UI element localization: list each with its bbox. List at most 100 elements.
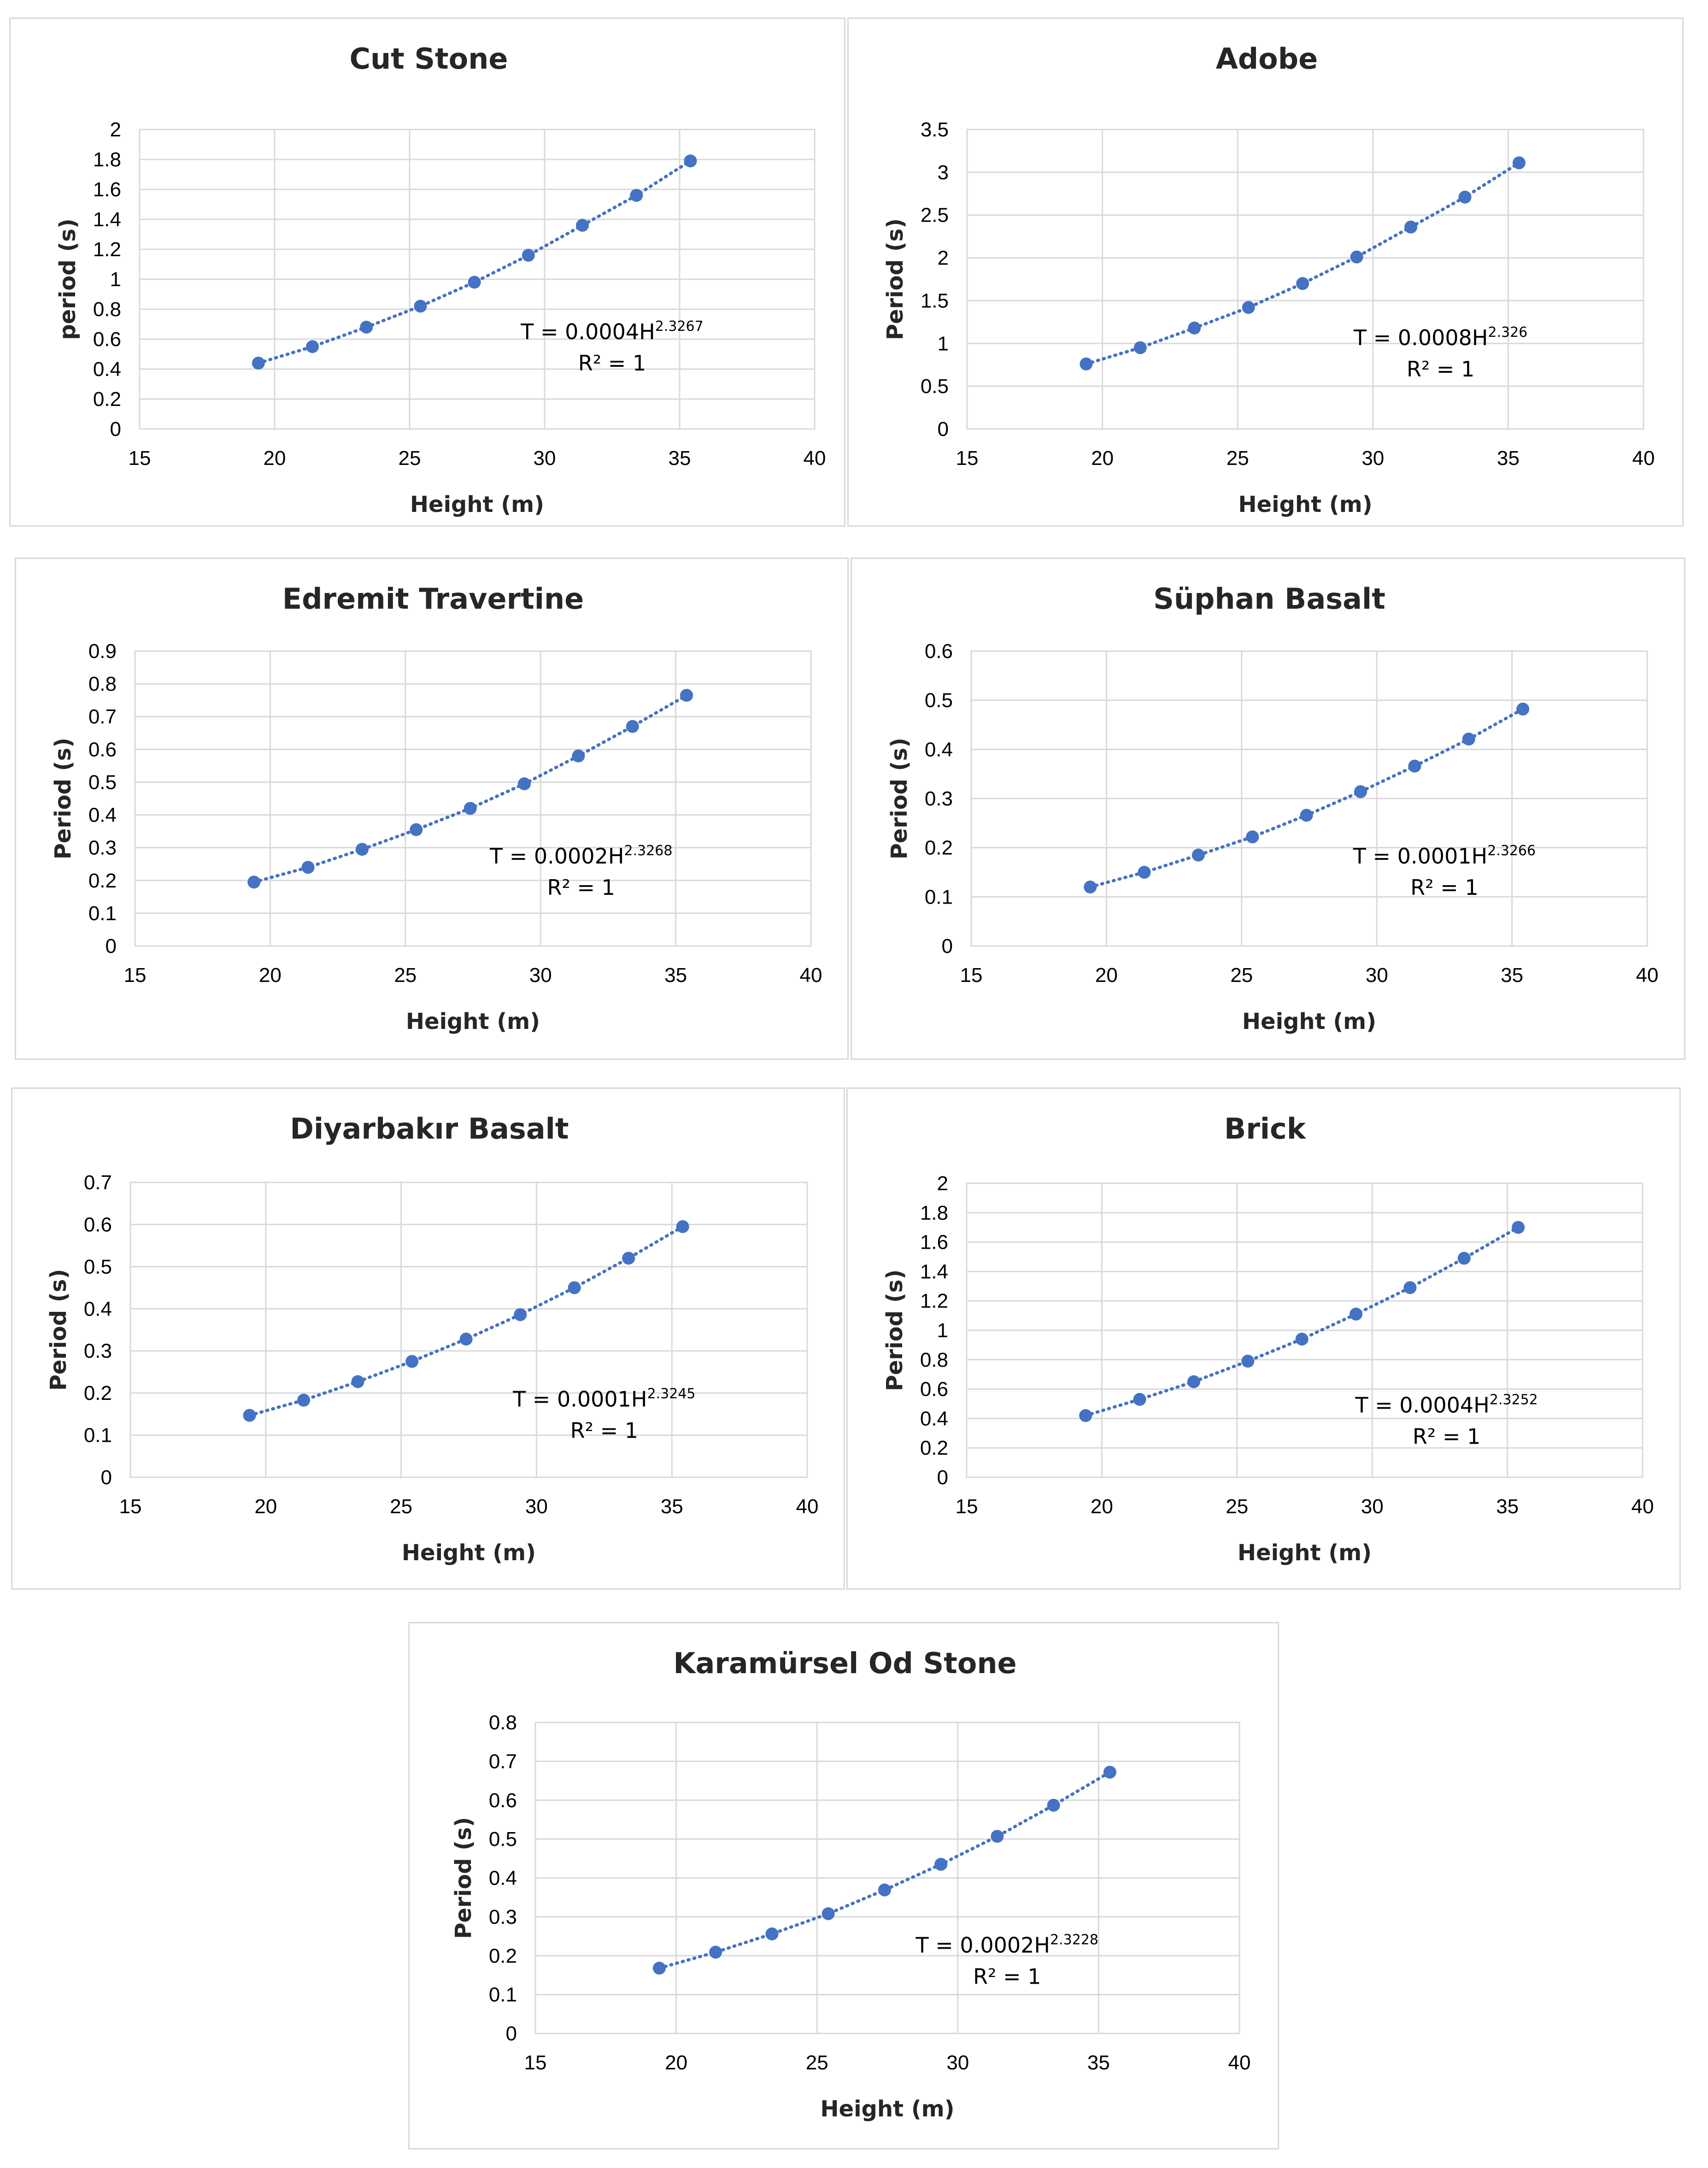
x-tick-label: 40 — [800, 964, 822, 987]
x-tick-label: 20 — [665, 2051, 687, 2074]
data-point — [1187, 1375, 1200, 1388]
data-point — [1349, 1307, 1362, 1321]
data-point — [572, 749, 585, 763]
chart-3: 15 20 25 30 35 40 0 0.1 0.2 0.3 0.4 0.5 0.6 Süphan Ba… — [851, 558, 1685, 1060]
x-tick-label: 15 — [119, 1495, 142, 1518]
data-point — [630, 189, 643, 202]
chart-2: 15 20 25 30 35 40 0 0.1 0.2 0.3 0.4 0.5 0.6 0.7 0.8 0.9… — [15, 558, 849, 1060]
x-axis-label: Height (m) — [402, 1540, 536, 1566]
y-tick-label: 0.4 — [84, 1298, 112, 1320]
data-point — [709, 1945, 722, 1959]
chart-1: 15 20 25 30 35 40 0 0.5 1 1.5 2 2.5 3 3.5 Adobe Height … — [847, 18, 1684, 527]
equation-exponent: 2.3268 — [624, 843, 672, 859]
data-point — [252, 357, 265, 370]
y-tick-label: 0.8 — [489, 1711, 517, 1734]
equation-exponent: 2.3267 — [655, 318, 704, 335]
chart-title: Süphan Basalt — [1153, 582, 1385, 616]
y-tick-label: 0.2 — [93, 388, 121, 411]
chart-svg: 15 20 25 30 35 40 0 0.1 0.2 0.3 0.4 0.5 0.6 0.7 Diyarb… — [46, 1112, 818, 1566]
equation-base: T = 0.0004H — [520, 319, 655, 344]
trendline — [1084, 161, 1521, 366]
y-tick-label: 0 — [101, 1466, 112, 1489]
x-tick-label: 20 — [1095, 964, 1118, 987]
y-tick-label: 1.4 — [920, 1260, 948, 1283]
data-point — [360, 321, 373, 334]
trendline-equation: T = 0.0001H2.3266 — [1353, 843, 1536, 869]
y-tick-label: 1.2 — [93, 238, 121, 261]
y-tick-label: 1 — [937, 1319, 948, 1342]
data-point — [765, 1927, 779, 1940]
x-tick-label: 40 — [1636, 964, 1659, 987]
x-tick-label: 20 — [254, 1495, 277, 1518]
x-tick-label: 35 — [1501, 964, 1523, 987]
x-axis-label: Height (m) — [1238, 492, 1372, 517]
y-tick-label: 0.6 — [84, 1213, 112, 1236]
data-point — [459, 1333, 473, 1346]
data-point — [1512, 1221, 1525, 1234]
r-squared: R² = 1 — [1410, 875, 1478, 900]
chart-svg: 15 20 25 30 35 40 0 0.1 0.2 0.3 0.4 0.5 0.6 0.7 0.8 0.9… — [50, 582, 822, 1034]
y-tick-label: 0.2 — [84, 1382, 112, 1404]
x-tick-label: 35 — [661, 1495, 683, 1518]
equation-base: T = 0.0001H — [1353, 844, 1487, 869]
data-point — [1516, 702, 1530, 716]
y-tick-label: 0 — [506, 2022, 517, 2045]
x-axis-label: Height (m) — [820, 2096, 954, 2122]
y-tick-label: 1 — [110, 268, 121, 291]
y-tick-label: 0.3 — [925, 787, 953, 810]
data-point — [1300, 809, 1313, 822]
x-tick-label: 25 — [394, 964, 417, 987]
trendline — [257, 159, 692, 365]
data-point — [1462, 732, 1475, 746]
data-point — [297, 1393, 311, 1407]
data-point — [652, 1962, 666, 1975]
y-tick-label: 0.6 — [920, 1378, 948, 1401]
x-tick-label: 30 — [1362, 447, 1384, 470]
x-tick-label: 25 — [390, 1495, 412, 1518]
x-axis-label: Height (m) — [410, 492, 544, 517]
y-tick-label: 0 — [942, 935, 953, 958]
data-point — [991, 1830, 1004, 1843]
equation-exponent: 2.3266 — [1487, 843, 1536, 859]
data-point — [301, 861, 315, 874]
y-tick-label: 0.6 — [925, 640, 953, 663]
y-tick-label: 0.5 — [921, 375, 949, 398]
data-point — [1079, 1409, 1092, 1422]
y-tick-label: 0.9 — [88, 640, 117, 663]
y-tick-label: 0.2 — [920, 1437, 948, 1459]
y-tick-label: 0.7 — [84, 1171, 112, 1194]
y-tick-label: 0.1 — [88, 902, 117, 925]
y-tick-label: 0 — [938, 418, 949, 441]
data-point — [247, 875, 261, 889]
equation-base: T = 0.0004H — [1355, 1393, 1489, 1418]
chart-svg: 15 20 25 30 35 40 0 0.2 0.4 0.6 0.8 1 1.2 1.4 1.6 1.8 2 C… — [55, 42, 826, 517]
data-point — [1188, 321, 1201, 335]
data-point — [934, 1857, 948, 1871]
data-point — [1403, 1281, 1417, 1294]
equation-base: T = 0.0002H — [489, 844, 624, 869]
y-tick-label: 2 — [110, 118, 121, 141]
equation-base: T = 0.0001H — [512, 1387, 647, 1411]
x-tick-label: 35 — [664, 964, 687, 987]
y-tick-label: 0.4 — [93, 358, 121, 381]
data-point — [1242, 301, 1255, 314]
equation-exponent: 2.326 — [1488, 324, 1527, 341]
chart-0: 15 20 25 30 35 40 0 0.2 0.4 0.6 0.8 1 1.2 1.4 1.6 1.8 2 C… — [9, 18, 845, 527]
data-point — [568, 1281, 581, 1294]
trendline-equation: T = 0.0004H2.3252 — [1355, 1392, 1538, 1418]
x-tick-label: 25 — [1226, 1495, 1248, 1518]
chart-title: Cut Stone — [350, 42, 508, 76]
trendline-equation: T = 0.0002H2.3268 — [489, 843, 672, 869]
y-tick-label: 2 — [937, 1172, 948, 1195]
data-point — [306, 340, 319, 353]
data-point — [622, 1251, 635, 1265]
data-point — [522, 249, 535, 262]
chart-4: 15 20 25 30 35 40 0 0.1 0.2 0.3 0.4 0.5 0.6 0.7 Diyarb… — [11, 1087, 845, 1590]
x-tick-label: 20 — [264, 447, 286, 470]
r-squared: R² = 1 — [547, 875, 615, 900]
y-tick-label: 1.5 — [921, 289, 949, 312]
y-axis-label: period (s) — [55, 218, 81, 340]
equation-exponent: 2.3245 — [647, 1386, 696, 1402]
data-point — [1457, 1251, 1471, 1265]
y-tick-label: 0.1 — [925, 886, 953, 908]
